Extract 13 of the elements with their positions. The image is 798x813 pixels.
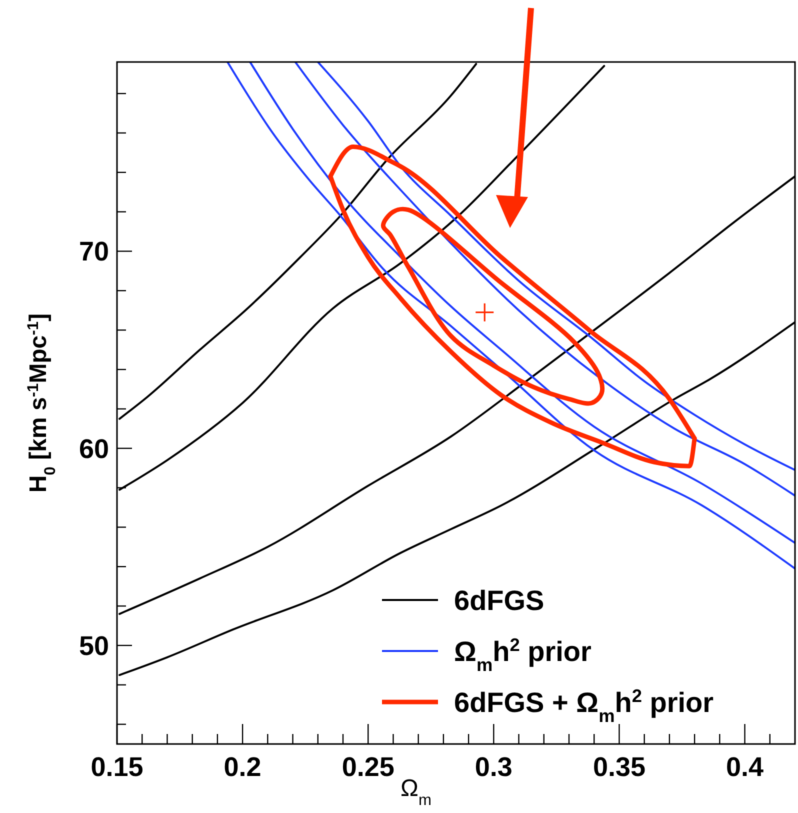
x-tick-label: 0.3 bbox=[474, 752, 512, 782]
y-tick-label: 70 bbox=[78, 236, 109, 267]
x-tick-label: 0.15 bbox=[90, 752, 144, 782]
x-tick-label: 0.25 bbox=[342, 752, 394, 782]
legend-label: 6dFGS bbox=[454, 584, 544, 616]
y-tick-label: 50 bbox=[78, 630, 109, 661]
x-tick-label: 0.2 bbox=[224, 752, 262, 782]
x-tick-label: 0.35 bbox=[592, 752, 646, 782]
legend-label: Ω$_{m}$h$^{2}$ prior bbox=[454, 634, 592, 675]
y-tick-label: 60 bbox=[78, 434, 109, 464]
x-axis-title: Ω$_{m}$ bbox=[400, 775, 432, 808]
legend-label: 6dFGS + Ω$_{m}$h$^{2}$ prior bbox=[454, 686, 714, 726]
x-tick-label: 0.4 bbox=[726, 752, 764, 782]
